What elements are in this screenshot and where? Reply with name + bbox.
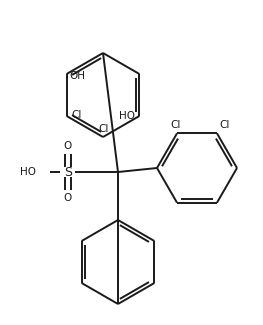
Text: Cl: Cl — [171, 120, 181, 130]
Text: Cl: Cl — [99, 124, 109, 134]
Text: O: O — [64, 193, 72, 203]
Text: Cl: Cl — [219, 120, 229, 130]
Text: HO: HO — [119, 111, 135, 121]
Text: Cl: Cl — [72, 110, 82, 120]
Text: HO: HO — [20, 167, 36, 177]
Text: S: S — [64, 165, 72, 178]
Text: O: O — [64, 141, 72, 151]
Text: OH: OH — [70, 71, 86, 81]
